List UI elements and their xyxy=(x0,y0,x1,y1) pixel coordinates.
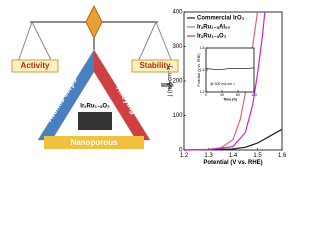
y-tick-label: 300 xyxy=(172,44,183,50)
y-tick-label: 0 xyxy=(179,148,183,154)
legend-label: Commercial IrO₂ xyxy=(197,16,245,22)
arrow xyxy=(161,80,174,90)
x-axis-label: Time (h) xyxy=(223,97,237,101)
annotation: @ 300 mA cm⁻² xyxy=(210,82,236,86)
y-axis-label: Potential (V vs. RHE) xyxy=(197,53,201,86)
x-tick-label: 1.4 xyxy=(229,153,238,159)
y-tick-label: 200 xyxy=(172,79,183,85)
y-tick-label: 100 xyxy=(172,113,183,119)
x-tick-label: 0 xyxy=(205,93,207,97)
x-tick-label: 1.5 xyxy=(253,153,262,159)
x-tick-label: 120 xyxy=(251,93,257,97)
x-axis-label: Potential (V vs. RHE) xyxy=(203,160,262,166)
graphic: Activity Stability Atomic steps Alloying… xyxy=(11,4,287,166)
nanoporous-label: Nanoporous xyxy=(70,138,118,147)
center-label: IrₓRu₁₋ₓO₂ xyxy=(80,104,110,110)
x-tick-label: 40 xyxy=(220,93,224,97)
balance: Activity Stability xyxy=(11,4,179,73)
activity-label: Activity xyxy=(21,61,50,70)
y-axis-label: j (mA cm⁻²) xyxy=(168,66,174,98)
x-tick-label: 1.6 xyxy=(278,153,287,159)
series-line xyxy=(205,67,255,70)
y-tick-label: 1.8 xyxy=(200,46,205,50)
stability-label: Stability xyxy=(139,61,171,70)
x-tick-label: 80 xyxy=(236,93,240,97)
plot-frame xyxy=(205,47,255,93)
triangle: Atomic steps Alloying Nanoporous IrₓRu₁₋… xyxy=(37,49,151,149)
y-tick-label: 400 xyxy=(172,10,183,16)
y-tick-label: 1.2 xyxy=(200,90,205,94)
series-line xyxy=(183,11,266,151)
y-tick-label: 1.5 xyxy=(200,68,205,72)
x-tick-label: 1.3 xyxy=(204,153,213,159)
legend-label: IrₓRu₁₋ₓAl₉₀ xyxy=(197,25,231,31)
legend-label: IrₓRu₁₋ₓO₂ xyxy=(197,34,227,40)
x-tick-label: 1.2 xyxy=(180,153,189,159)
